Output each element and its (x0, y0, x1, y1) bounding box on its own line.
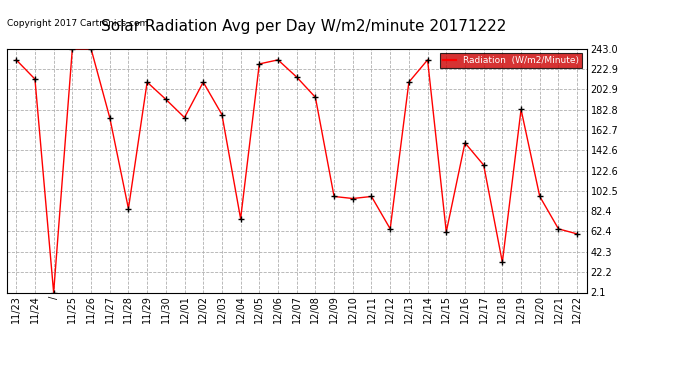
Text: Copyright 2017 Cartronics.com: Copyright 2017 Cartronics.com (7, 19, 148, 28)
Legend: Radiation  (W/m2/Minute): Radiation (W/m2/Minute) (440, 53, 582, 68)
Text: Solar Radiation Avg per Day W/m2/minute 20171222: Solar Radiation Avg per Day W/m2/minute … (101, 19, 506, 34)
